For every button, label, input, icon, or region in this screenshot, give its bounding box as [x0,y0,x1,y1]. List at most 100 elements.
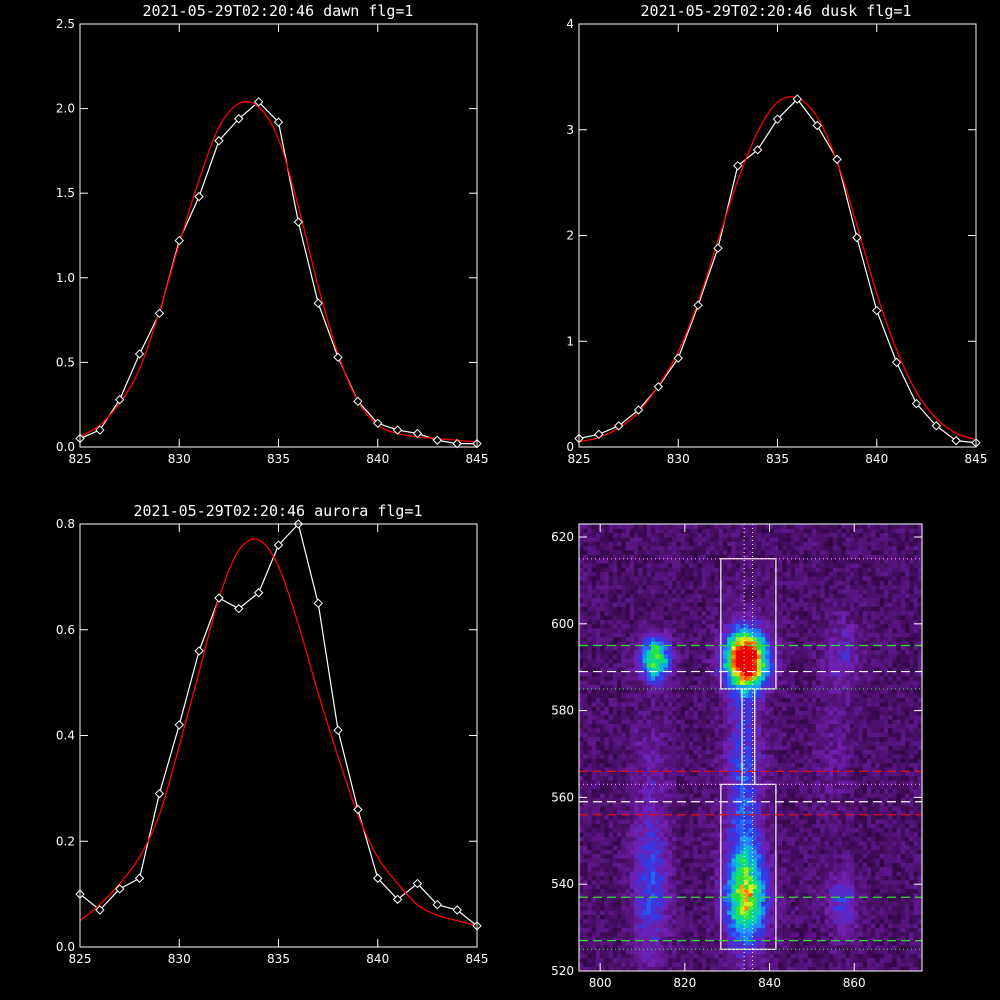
aurora-ytick-label: 0.4 [56,729,75,743]
dusk-data-point [613,421,624,431]
dawn-ytick-label: 0.5 [56,355,75,369]
dusk-data-point [891,357,902,368]
aurora-data-point [353,804,363,815]
spectrogram-ytick-label: 520 [551,964,574,978]
aurora-xtick-label: 835 [267,952,290,966]
spectrogram-ytick-label: 600 [551,617,574,631]
dusk-xtick-label: 830 [667,452,690,466]
aurora-ytick-label: 0.2 [56,834,75,848]
aurora-data-point [412,878,423,889]
aurora-fit-line [80,538,477,927]
aurora-data-point [373,873,383,883]
aurora-data-point [313,598,323,609]
dawn-ytick-label: 1.5 [56,186,75,200]
aurora-xtick-label: 845 [466,952,489,966]
dusk-data-point [693,300,703,311]
heatmap-cells [579,524,923,972]
aurora-data-point [194,646,204,656]
dusk-data-point [772,114,783,124]
spectrogram-image: 800 820 840 860 520 540 560 580 600 620 [551,523,923,990]
dawn-data-line [80,101,477,445]
dusk-data-point [752,145,763,155]
dawn-data-point [253,97,264,107]
dusk-data-point [872,305,882,316]
integration-box [720,783,777,950]
dusk-data-point [653,382,664,392]
dawn-data-point [214,136,224,146]
dusk-xtick-label: 825 [568,452,591,466]
dusk-data-point [594,429,604,440]
dawn-data-point [95,425,105,435]
dusk-fit-line [579,96,976,443]
dusk-xtick-label: 835 [766,452,789,466]
dawn-data-point [174,235,184,246]
dusk-data-point [931,421,942,431]
dusk-ytick-label: 1 [566,334,574,348]
dawn-data-point [114,394,125,405]
dawn-data-point [392,425,403,435]
dusk-data-point [633,405,644,415]
aurora-data-point [452,905,462,915]
aurora-xtick-label: 830 [168,952,191,966]
dawn-xtick-label: 845 [466,452,489,466]
aurora-title: 2021-05-29T02:20:46 aurora flg=1 [134,502,423,520]
dusk-data-point [713,243,723,253]
dusk-ytick-label: 3 [566,123,574,137]
dawn-frame [79,23,478,448]
aurora-plot: 825 830 835 840 845 0.0 0.2 0.4 0.6 0.8 [56,517,489,966]
dawn-data-point [234,114,244,124]
dawn-xtick-label: 825 [69,452,92,466]
dawn-fit-line [80,100,477,443]
dusk-ytick-label: 4 [566,17,574,31]
aurora-data-point [95,905,105,915]
spectrogram-frame [578,523,923,972]
dawn-ytick-label: 1.0 [56,271,75,285]
dusk-title: 2021-05-29T02:20:46 dusk flg=1 [641,2,912,20]
aurora-data-point [333,725,343,735]
aurora-ytick-label: 0.8 [56,517,75,531]
dawn-xtick-label: 830 [168,452,191,466]
dusk-data-point [792,94,803,104]
dawn-data-point [273,117,284,127]
dusk-ytick-label: 2 [566,229,574,243]
dawn-data-point [293,217,304,227]
dawn-data-point [333,352,343,363]
dawn-data-point [313,298,323,308]
dawn-data-point [432,435,443,445]
dawn-data-point [134,349,145,359]
spectrogram-ytick-label: 540 [551,877,574,891]
dawn-data-point [452,438,462,449]
dawn-data-point [194,191,204,202]
aurora-data-line [80,524,477,927]
aurora-ytick-label: 0.0 [56,940,75,954]
aurora-data-point [234,603,244,614]
dawn-ytick-label: 0.0 [56,440,75,454]
dusk-data-point [812,120,822,131]
aurora-data-point [273,540,284,550]
spectrogram-xtick-label: 860 [843,976,866,990]
aurora-data-point [253,588,264,598]
spectrogram-xtick-label: 820 [673,976,696,990]
aurora-data-point [214,593,224,603]
aurora-xtick-label: 840 [366,952,389,966]
aurora-data-point [392,894,403,905]
spectrogram-ytick-label: 620 [551,530,574,544]
dawn-xtick-label: 835 [267,452,290,466]
aurora-ytick-label: 0.6 [56,623,75,637]
dawn-data-point [353,396,363,407]
dusk-data-point [733,160,743,171]
spectrogram-xtick-label: 840 [758,976,781,990]
dawn-ytick-label: 2.0 [56,102,75,116]
dusk-data-point [673,353,683,363]
aurora-xtick-label: 825 [69,952,92,966]
dusk-data-point [832,154,842,165]
spectrogram-xtick-label: 800 [589,976,612,990]
dawn-data-point [154,308,165,319]
dusk-frame [578,23,977,448]
dawn-xtick-label: 840 [366,452,389,466]
dawn-data-point [412,428,423,439]
integration-box [720,558,777,690]
dawn-title: 2021-05-29T02:20:46 dawn flg=1 [143,2,414,20]
aurora-data-point [154,788,165,799]
